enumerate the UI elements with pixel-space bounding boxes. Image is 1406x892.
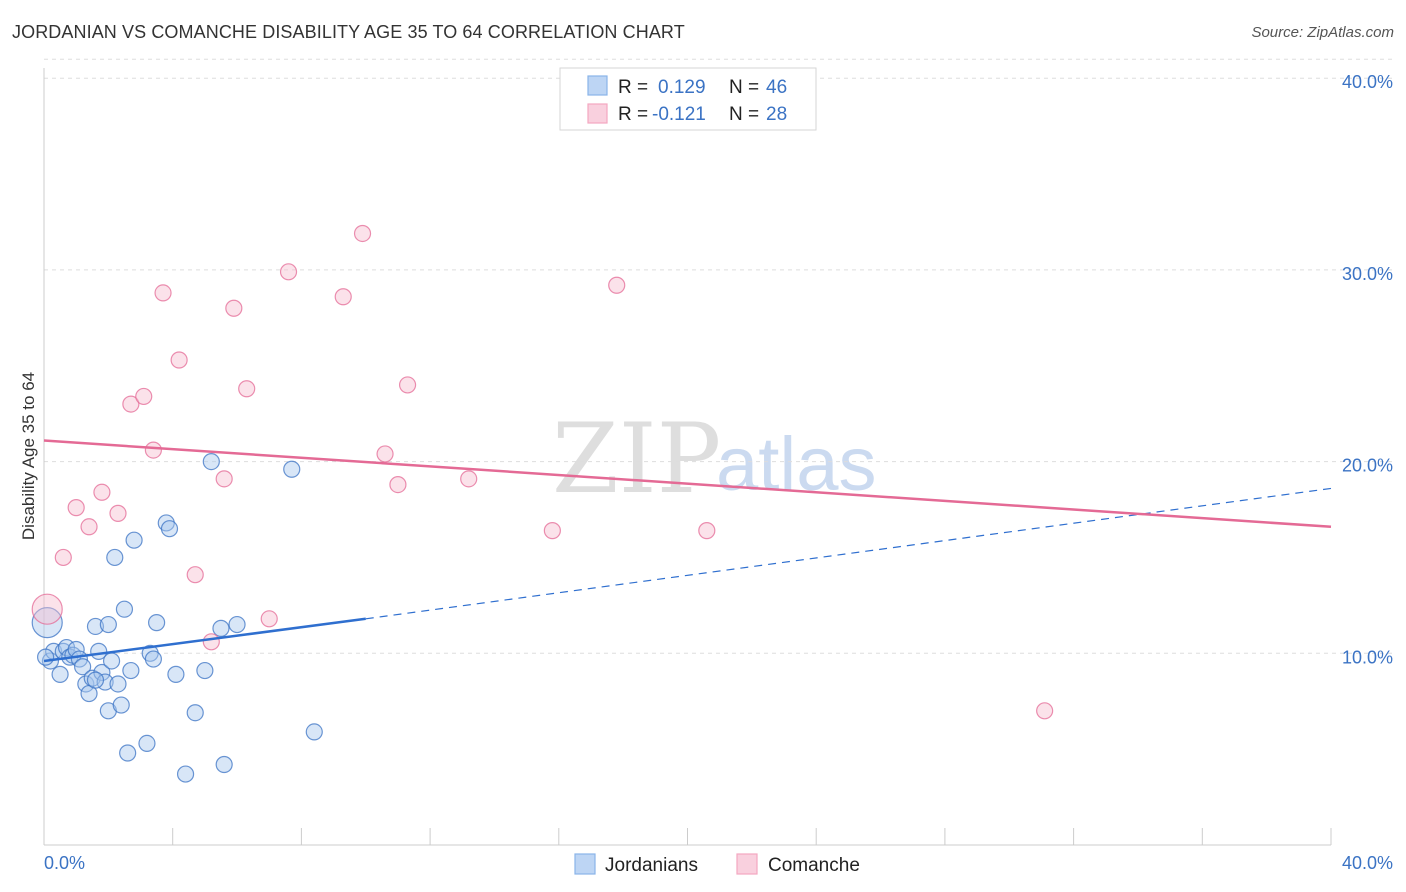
point-comanche-4 <box>93 483 111 501</box>
series-legend: Jordanians Comanche <box>574 853 860 876</box>
legend-r-label-2: R = <box>618 104 648 125</box>
gridlines <box>44 58 1393 654</box>
point-comanche-10 <box>170 351 188 369</box>
point-comanche-18 <box>334 288 352 306</box>
watermark-atlas: atlas <box>716 422 877 507</box>
point-jordanians-24 <box>115 600 134 618</box>
point-jordanians-0 <box>31 607 63 639</box>
legend-r-value-1: 0.129 <box>658 77 706 98</box>
point-jordanians-41 <box>228 615 246 634</box>
point-jordanians-28 <box>138 734 156 752</box>
point-jordanians-26 <box>122 661 140 680</box>
point-comanche-3 <box>80 518 98 536</box>
series-comanche <box>31 224 1054 720</box>
legend-n-label-1: N = <box>729 77 759 98</box>
point-comanche-22 <box>398 376 417 394</box>
point-jordanians-44 <box>37 648 55 666</box>
point-comanche-5 <box>109 504 127 522</box>
point-comanche-15 <box>238 380 256 398</box>
point-jordanians-20 <box>102 652 121 670</box>
legend-r-value-2: -0.121 <box>652 104 706 125</box>
point-jordanians-35 <box>176 765 195 783</box>
legend-r-label-1: R = <box>618 77 648 98</box>
point-comanche-24 <box>543 522 561 540</box>
point-jordanians-45 <box>86 671 105 689</box>
point-comanche-20 <box>376 445 394 463</box>
point-comanche-25 <box>608 276 626 294</box>
point-jordanians-38 <box>202 453 220 471</box>
legend-swatch-comanche <box>587 103 608 124</box>
watermark: ZIP atlas <box>552 403 877 515</box>
watermark-zip: ZIP <box>552 403 721 515</box>
y-tick-label-10: 10.0% <box>1342 647 1393 667</box>
point-comanche-21 <box>389 476 407 494</box>
x-tick-label-max: 40.0% <box>1342 853 1393 873</box>
point-jordanians-39 <box>212 619 230 637</box>
chart-title: JORDANIAN VS COMANCHE DISABILITY AGE 35 … <box>12 22 685 42</box>
point-jordanians-14 <box>86 617 105 636</box>
point-jordanians-25 <box>119 744 137 762</box>
legend-n-value-2: 28 <box>766 104 787 125</box>
point-comanche-2 <box>67 499 85 517</box>
point-jordanians-33 <box>160 520 179 538</box>
point-jordanians-10 <box>74 658 92 676</box>
point-comanche-14 <box>225 299 243 317</box>
x-tick-label-min: 0.0% <box>44 853 85 873</box>
point-comanche-11 <box>186 566 204 584</box>
point-jordanians-42 <box>283 460 301 478</box>
point-comanche-0 <box>31 593 63 625</box>
stats-legend: R = 0.129 N = 46 R = -0.121 N = 28 <box>559 67 817 131</box>
point-jordanians-30 <box>144 650 162 668</box>
point-jordanians-43 <box>305 723 323 741</box>
y-tick-label-40: 40.0% <box>1342 72 1393 92</box>
legend-swatch-jordanians <box>587 75 608 96</box>
legend-n-label-2: N = <box>729 104 759 125</box>
point-comanche-16 <box>260 610 278 628</box>
point-jordanians-36 <box>186 704 204 722</box>
point-comanche-27 <box>1036 702 1054 720</box>
x-ticks <box>43 828 1332 845</box>
point-jordanians-3 <box>51 665 69 683</box>
data-points <box>31 224 1054 783</box>
point-comanche-13 <box>215 470 233 488</box>
y-tick-label-20: 20.0% <box>1342 456 1393 476</box>
point-comanche-12 <box>202 633 220 651</box>
point-comanche-8 <box>144 441 162 459</box>
point-jordanians-40 <box>215 755 233 774</box>
series-jordanians <box>31 453 323 783</box>
point-comanche-26 <box>698 522 716 540</box>
y-axis-label: Disability Age 35 to 64 <box>19 372 38 540</box>
bottom-legend-label-comanche: Comanche <box>768 855 860 876</box>
point-jordanians-22 <box>109 675 127 693</box>
point-comanche-9 <box>154 284 172 302</box>
point-comanche-17 <box>279 263 298 281</box>
point-jordanians-31 <box>148 614 166 632</box>
trend-line-jordanians <box>43 617 366 663</box>
point-jordanians-11 <box>77 675 95 693</box>
bottom-legend-swatch-comanche <box>736 853 758 875</box>
trend-line-comanche <box>43 439 1332 529</box>
point-comanche-7 <box>135 387 153 406</box>
y-tick-labels: 10.0% 20.0% 30.0% 40.0% <box>1342 72 1393 667</box>
point-jordanians-27 <box>125 531 143 549</box>
point-jordanians-34 <box>167 665 185 683</box>
point-comanche-1 <box>54 548 72 567</box>
point-comanche-6 <box>122 395 140 413</box>
trend-lines <box>43 439 1332 663</box>
point-jordanians-23 <box>112 696 130 714</box>
legend-n-value-1: 46 <box>766 77 787 98</box>
point-jordanians-18 <box>99 615 117 634</box>
bottom-legend-label-jordanians: Jordanians <box>605 855 698 876</box>
point-comanche-19 <box>353 224 372 243</box>
source-label: Source: ZipAtlas.com <box>1251 24 1394 41</box>
point-jordanians-37 <box>196 661 214 680</box>
point-comanche-23 <box>460 470 478 488</box>
bottom-legend-swatch-jordanians <box>574 853 596 875</box>
point-jordanians-21 <box>106 548 124 567</box>
trend-line-jordanians-extension <box>365 487 1332 620</box>
y-tick-label-30: 30.0% <box>1342 264 1393 284</box>
